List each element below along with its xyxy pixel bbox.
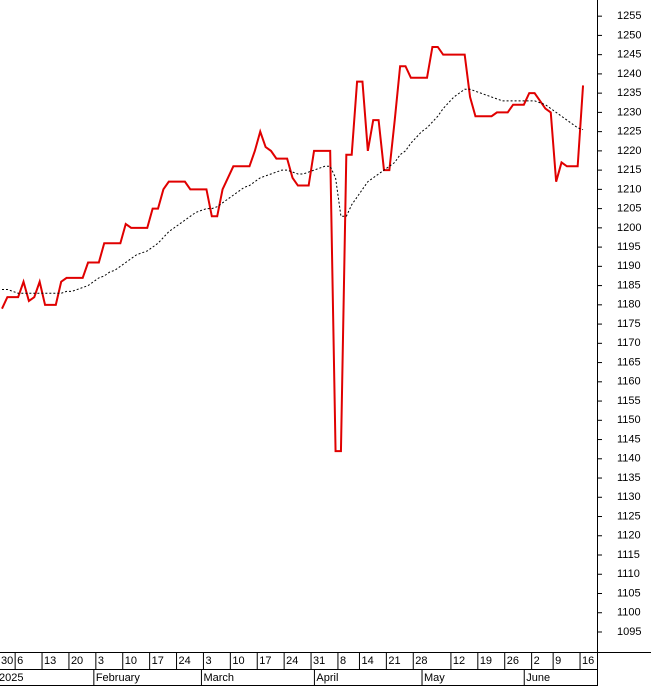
x-tick-label: 9 [555, 655, 561, 667]
x-tick-label: 30 [1, 655, 13, 667]
x-tick-label: 6 [17, 655, 23, 667]
x-tick-label: 24 [179, 655, 191, 667]
y-tick-label: 1130 [617, 491, 641, 503]
y-tick-label: 1175 [617, 318, 641, 330]
x-tick-label: 20 [71, 655, 83, 667]
x-tick-label: 21 [388, 655, 400, 667]
y-tick-label: 1170 [617, 337, 641, 349]
y-tick-label: 1215 [617, 164, 641, 176]
month-label: 2025 [0, 672, 23, 684]
y-tick-label: 1250 [617, 29, 641, 41]
month-label: June [526, 672, 550, 684]
y-tick-label: 1145 [617, 433, 641, 445]
y-tick-label: 1185 [617, 279, 641, 291]
month-label: March [203, 672, 234, 684]
month-label: February [96, 672, 141, 684]
y-tick-label: 1115 [617, 549, 640, 561]
y-tick-label: 1095 [617, 626, 641, 638]
y-tick-label: 1255 [617, 10, 641, 22]
x-tick-label: 8 [340, 655, 346, 667]
x-tick-label: 16 [582, 655, 594, 667]
y-tick-label: 1205 [617, 203, 641, 215]
month-label: April [316, 672, 338, 684]
y-tick-label: 1150 [617, 414, 641, 426]
x-tick-label: 3 [98, 655, 104, 667]
x-tick-label: 26 [507, 655, 519, 667]
x-tick-label: 12 [453, 655, 465, 667]
x-tick-label: 28 [415, 655, 427, 667]
y-tick-label: 1140 [617, 453, 641, 465]
x-tick-label: 13 [44, 655, 56, 667]
x-tick-label: 31 [313, 655, 325, 667]
y-tick-label: 1225 [617, 126, 641, 138]
y-tick-label: 1245 [617, 49, 641, 61]
y-tick-label: 1210 [617, 183, 641, 195]
y-tick-label: 1180 [617, 299, 641, 311]
x-tick-label: 10 [125, 655, 137, 667]
y-tick-label: 1160 [617, 376, 641, 388]
y-tick-label: 1100 [617, 607, 641, 619]
y-tick-label: 1155 [617, 395, 641, 407]
y-tick-label: 1120 [617, 530, 641, 542]
x-tick-label: 14 [361, 655, 373, 667]
x-tick-label: 19 [480, 655, 492, 667]
y-tick-label: 1240 [617, 68, 641, 80]
y-tick-label: 1220 [617, 145, 641, 157]
average-line [2, 88, 584, 294]
y-tick-label: 1105 [617, 587, 641, 599]
month-label: May [424, 672, 445, 684]
y-tick-label: 1195 [617, 241, 641, 253]
x-tick-label: 17 [152, 655, 164, 667]
y-tick-label: 1200 [617, 222, 641, 234]
x-tick-label: 24 [286, 655, 298, 667]
y-tick-label: 1190 [617, 260, 641, 272]
x-tick-label: 17 [259, 655, 271, 667]
y-tick-label: 1125 [617, 510, 641, 522]
y-tick-label: 1230 [617, 106, 641, 118]
y-tick-label: 1165 [617, 356, 641, 368]
x-tick-label: 3 [205, 655, 211, 667]
x-tick-label: 10 [232, 655, 244, 667]
y-tick-label: 1135 [617, 472, 641, 484]
x-tick-label: 2 [534, 655, 540, 667]
y-tick-label: 1235 [617, 87, 641, 99]
y-tick-label: 1110 [617, 568, 640, 580]
price-line [1, 45, 585, 453]
